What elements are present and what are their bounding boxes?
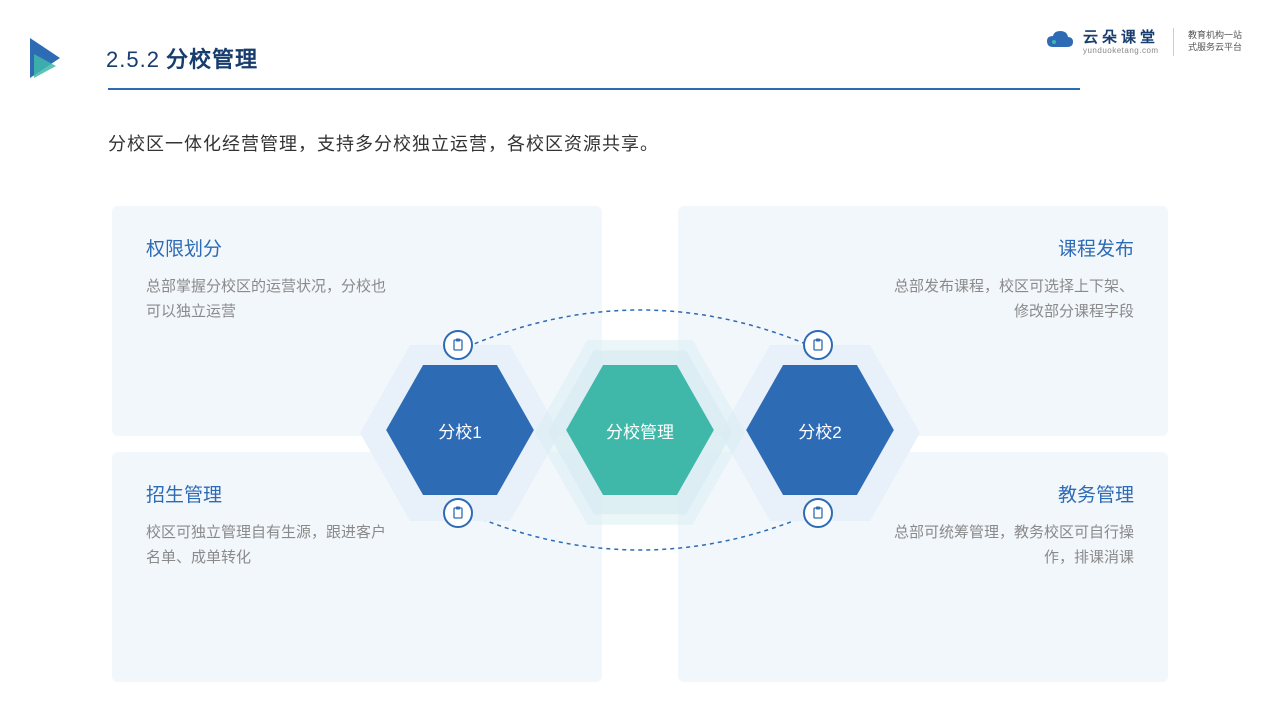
cloud-icon xyxy=(1045,29,1075,56)
card-title: 权限划分 xyxy=(146,234,568,261)
triangle-icon xyxy=(30,38,66,78)
logo-text: 云朵课堂 yunduoketang.com xyxy=(1083,30,1159,55)
section-title: 2.5.2分校管理 xyxy=(106,42,258,74)
hex-right-label: 分校2 xyxy=(798,418,841,443)
badge-icon xyxy=(443,498,473,528)
logo-sub: yunduoketang.com xyxy=(1083,47,1159,55)
section-title-text: 分校管理 xyxy=(166,47,258,72)
hex-branch1: 分校1 xyxy=(385,365,535,495)
badge-icon xyxy=(803,330,833,360)
logo-tagline: 教育机构一站 式服务云平台 xyxy=(1188,30,1242,53)
hex-left-label: 分校1 xyxy=(438,418,481,443)
logo-main: 云朵课堂 xyxy=(1083,30,1159,45)
hex-branch2: 分校2 xyxy=(745,365,895,495)
section-number: 2.5.2 xyxy=(106,47,160,72)
logo-tag-line2: 式服务云平台 xyxy=(1188,42,1242,54)
logo-block: 云朵课堂 yunduoketang.com 教育机构一站 式服务云平台 xyxy=(1045,28,1242,56)
badge-icon xyxy=(803,498,833,528)
hex-diagram: 分校1 分校2 分校管理 xyxy=(320,300,960,610)
logo-divider xyxy=(1173,28,1174,56)
card-title: 课程发布 xyxy=(712,234,1134,261)
title-underline xyxy=(108,88,1080,90)
intro-text: 分校区一体化经营管理，支持多分校独立运营，各校区资源共享。 xyxy=(108,130,659,156)
hex-center-label: 分校管理 xyxy=(606,418,674,443)
badge-icon xyxy=(443,330,473,360)
hex-center: 分校管理 xyxy=(565,365,715,495)
logo-tag-line1: 教育机构一站 xyxy=(1188,30,1242,42)
